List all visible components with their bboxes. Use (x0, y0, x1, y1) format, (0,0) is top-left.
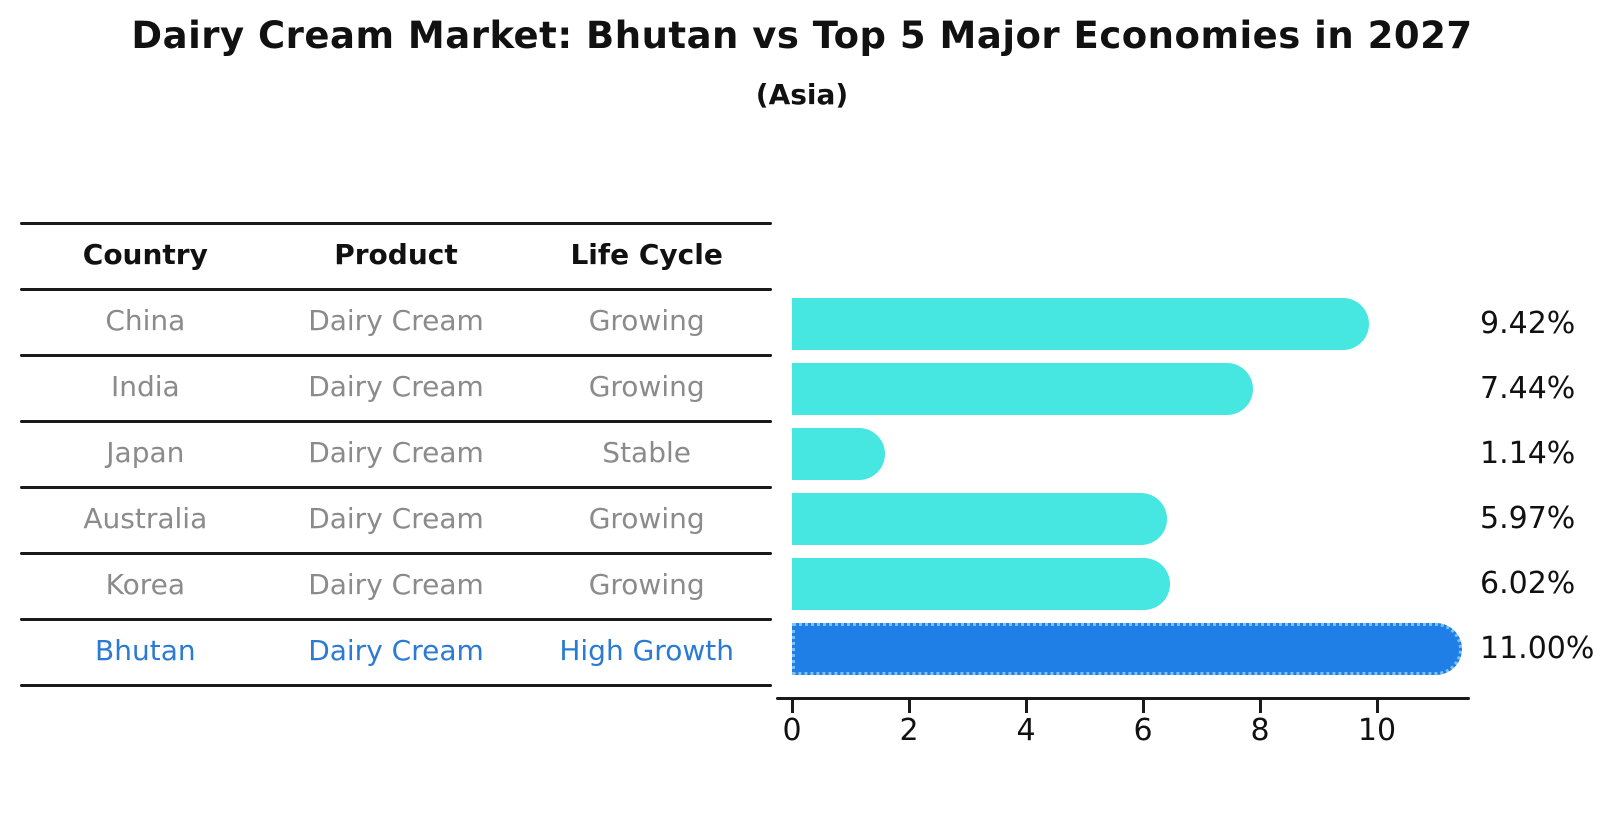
bar-value-label: 9.42% (1480, 306, 1576, 341)
column-header-life-cycle: Life Cycle (570, 238, 723, 271)
table-cell-product: Dairy Cream (308, 304, 484, 337)
table-rule (20, 486, 772, 489)
bar-australia (792, 493, 1168, 545)
x-axis-tick (790, 700, 794, 713)
table-cell-life-cycle: Growing (588, 370, 705, 403)
bar-value-label: 6.02% (1480, 566, 1576, 601)
x-axis-tick-label: 2 (899, 713, 919, 748)
bar-value-label: 7.44% (1480, 371, 1576, 406)
table-cell-country: China (105, 304, 186, 337)
table-cell-product: Dairy Cream (308, 436, 484, 469)
bar-bhutan (792, 623, 1462, 675)
table-cell-product: Dairy Cream (308, 370, 484, 403)
table-cell-country: Korea (105, 568, 186, 601)
bar-korea (792, 558, 1171, 610)
x-axis-tick-label: 4 (1016, 713, 1036, 748)
table-rule (20, 222, 772, 225)
chart-title: Dairy Cream Market: Bhutan vs Top 5 Majo… (131, 14, 1473, 57)
table-cell-life-cycle: Growing (588, 568, 705, 601)
column-header-product: Product (334, 238, 458, 271)
table-cell-country: Japan (106, 436, 185, 469)
bar-value-label: 5.97% (1480, 501, 1576, 536)
bar-value-label: 1.14% (1480, 436, 1576, 471)
column-header-country: Country (82, 238, 208, 271)
chart-subtitle: (Asia) (755, 78, 849, 111)
table-cell-country: Bhutan (95, 634, 196, 667)
table-cell-product: Dairy Cream (308, 502, 484, 535)
x-axis-tick (1258, 700, 1262, 713)
table-rule (20, 420, 772, 423)
x-axis-tick-label: 6 (1133, 713, 1153, 748)
bar-value-label: 11.00% (1480, 631, 1595, 666)
x-axis-tick (1024, 700, 1028, 713)
x-axis-tick (907, 700, 911, 713)
table-cell-country: India (110, 370, 180, 403)
x-axis-tick-label: 0 (782, 713, 802, 748)
table-cell-product: Dairy Cream (308, 568, 484, 601)
bar-china (792, 298, 1370, 350)
x-axis-line (776, 697, 1470, 700)
table-cell-country: Australia (83, 502, 208, 535)
x-axis-tick-label: 8 (1250, 713, 1270, 748)
x-axis-tick (1141, 700, 1145, 713)
table-rule (20, 552, 772, 555)
table-cell-life-cycle: Growing (588, 304, 705, 337)
table-cell-product: Dairy Cream (308, 634, 484, 667)
table-cell-life-cycle: High Growth (559, 634, 734, 667)
table-cell-life-cycle: Growing (588, 502, 705, 535)
table-rule (20, 684, 772, 687)
table-cell-life-cycle: Stable (602, 436, 691, 469)
bar-japan (792, 428, 885, 480)
table-rule (20, 288, 772, 291)
table-rule (20, 618, 772, 621)
bar-india (792, 363, 1254, 415)
x-axis-tick-label: 10 (1357, 713, 1397, 748)
table-rule (20, 354, 772, 357)
x-axis-tick (1375, 700, 1379, 713)
